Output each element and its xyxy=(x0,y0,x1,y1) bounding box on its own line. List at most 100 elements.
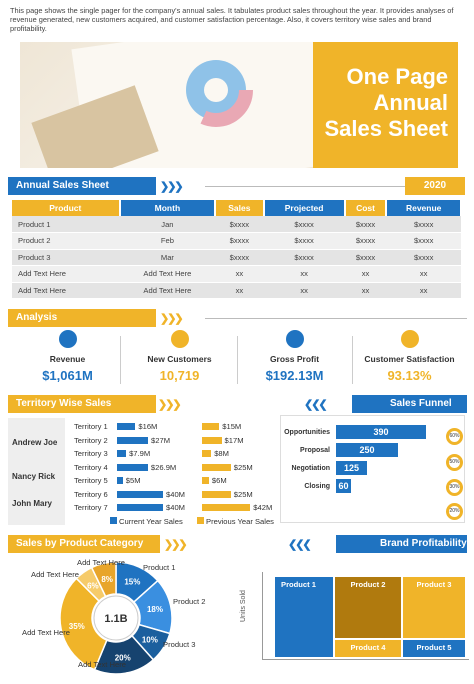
table-cell: xx xyxy=(344,282,387,299)
current-year-bar xyxy=(117,463,148,471)
current-year-bar xyxy=(117,477,123,484)
table-cell: $xxxx xyxy=(386,232,461,250)
brand-y-axis xyxy=(262,572,263,660)
kpi-value: 93.13% xyxy=(387,368,432,383)
kpi-label: Revenue xyxy=(49,354,86,364)
pie-callout-label: Add Text Here xyxy=(77,558,125,567)
funnel-stage-bar: 60 xyxy=(336,479,351,493)
previous-year-value: $42M xyxy=(253,503,273,512)
table-header-cell: Revenue xyxy=(386,200,462,216)
current-year-value: $40M xyxy=(166,503,185,512)
current-year-value: $27M xyxy=(151,435,171,445)
funnel-percent: 50% xyxy=(446,454,463,471)
kpi-value: $192.13M xyxy=(265,368,324,383)
previous-year-bar xyxy=(202,490,231,498)
chevrons-icon: ❯❯❯ xyxy=(290,539,312,551)
table-cell: Add Text Here xyxy=(119,265,216,283)
brand-tile: Product 2 xyxy=(335,577,401,638)
kpi-value: $1,061M xyxy=(42,368,93,383)
funnel-panel xyxy=(280,415,465,523)
category-title: Sales by Product Category xyxy=(16,538,144,549)
territory-category-label: Territory 3 xyxy=(74,449,108,458)
table-cell: $xxxx xyxy=(386,249,461,266)
territory-category-label: Territory 4 xyxy=(74,462,108,472)
legend-previous: Previous Year Sales xyxy=(206,517,274,526)
divider xyxy=(120,336,121,384)
brand-tile: Product 3 xyxy=(403,577,465,638)
brand-tile: Product 1 xyxy=(275,577,333,657)
divider xyxy=(237,336,238,384)
brand-y-axis-label: Units Sold xyxy=(240,590,247,622)
category-header: Sales by Product Category xyxy=(8,535,160,553)
table-header-row: Product Month Sales Projected Cost Revenue xyxy=(12,200,462,216)
territory-person: Nancy Rick xyxy=(12,472,56,481)
current-year-value: $16M xyxy=(138,422,158,431)
pie-callout-label: Product 2 xyxy=(173,597,206,606)
hero-image xyxy=(31,42,320,168)
donut-center xyxy=(93,595,139,641)
territory-category-label: Territory 7 xyxy=(74,503,108,512)
table-header-cell: Projected xyxy=(263,200,346,216)
territory-header: Territory Wise Sales xyxy=(8,395,156,413)
kpi-label: New Customers xyxy=(147,354,212,364)
previous-year-bar xyxy=(202,450,212,457)
pie-slice-label: 18% xyxy=(147,605,163,614)
table-cell: Add Text Here xyxy=(12,282,120,299)
table-cell: $xxxx xyxy=(215,249,264,266)
funnel-stage-label: Closing xyxy=(304,483,330,490)
table-cell: xx xyxy=(215,282,264,299)
hero-line-2: Annual xyxy=(373,90,448,115)
intro-text: This page shows the single pager for the… xyxy=(10,6,454,33)
table-cell: $xxxx xyxy=(263,232,345,250)
funnel-stage-bar: 390 xyxy=(336,425,426,439)
territory-person: John Mary xyxy=(12,499,53,508)
previous-year-value: $8M xyxy=(214,449,229,458)
funnel-stage-bar: 250 xyxy=(336,443,398,457)
table-cell: $xxxx xyxy=(215,232,264,250)
category-donut-chart: 15% 18% 10% 20% 35% 6%8% 1.1B xyxy=(59,561,173,675)
table-cell: Add Text Here xyxy=(12,265,120,283)
table-cell: xx xyxy=(263,282,345,299)
table-row: Product 2 Feb $xxxx $xxxx $xxxx $xxxx xyxy=(12,232,461,250)
previous-year-value: $25M xyxy=(233,489,253,499)
previous-year-bar xyxy=(202,477,209,484)
kpi-revenue: Revenue $1,061M xyxy=(10,330,125,383)
funnel-stage-label: Negotiation xyxy=(291,465,331,472)
pie-slice xyxy=(90,561,117,598)
pie-slice-label: 10% xyxy=(142,635,158,644)
table-row: Add Text Here Add Text Here xx xx xx xx xyxy=(12,265,461,283)
chevrons-icon: ❯❯❯ xyxy=(164,539,188,551)
current-year-bar xyxy=(117,490,163,498)
territory-category-label: Territory 5 xyxy=(74,476,108,485)
table-cell: $xxxx xyxy=(263,216,345,233)
pie-callout-label: Product 3 xyxy=(163,640,196,649)
calculator-icon xyxy=(285,330,304,348)
table-cell: Add Text Here xyxy=(119,282,216,299)
territory-category-label: Territory 2 xyxy=(74,435,108,445)
table-row: Add Text Here Add Text Here xx xx xx xx xyxy=(12,282,461,299)
money-hand-icon xyxy=(58,330,77,348)
table-cell: $xxxx xyxy=(344,216,387,233)
previous-year-value: $6M xyxy=(211,476,227,485)
legend-swatch-previous xyxy=(197,517,204,524)
pie-callout-label: Product 1 xyxy=(143,563,176,572)
kpi-label: Customer Satisfaction xyxy=(364,354,455,364)
satisfaction-icon xyxy=(400,330,419,348)
legend-current: Current Year Sales xyxy=(119,517,183,526)
table-cell: Product 3 xyxy=(12,249,120,266)
territory-category-label: Territory 1 xyxy=(74,422,108,431)
territory-category-label: Territory 6 xyxy=(74,489,108,499)
year-badge: 2020 xyxy=(405,177,465,195)
previous-year-bar xyxy=(202,423,220,430)
divider xyxy=(352,336,353,384)
kpi-label: Gross Profit xyxy=(269,354,320,364)
current-year-value: $7.9M xyxy=(129,449,151,458)
table-cell: Feb xyxy=(119,232,216,250)
table-row: Product 3 Mar $xxxx $xxxx $xxxx $xxxx xyxy=(12,249,461,266)
pie-slice-label: 8% xyxy=(101,575,113,584)
table-cell: xx xyxy=(386,282,461,299)
names-panel xyxy=(8,418,65,525)
brand-tile: Product 4 xyxy=(335,640,401,657)
pie-slice-label: 35% xyxy=(69,622,85,631)
customers-icon xyxy=(170,330,189,348)
